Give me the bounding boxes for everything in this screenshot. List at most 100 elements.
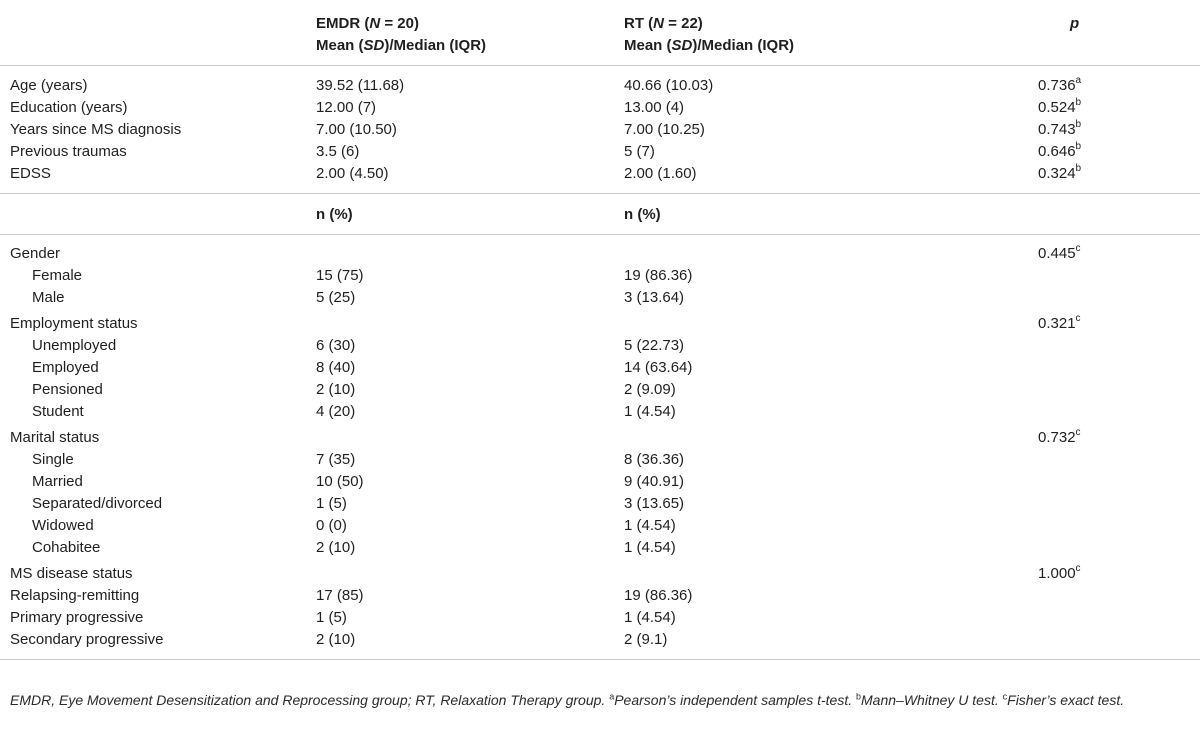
rt-value: 1 (4.54) bbox=[624, 609, 676, 626]
row-label: Widowed bbox=[32, 517, 94, 534]
row-label-cell: Widowed bbox=[0, 515, 316, 537]
p-empty bbox=[1036, 515, 1200, 537]
p-value: 0.743 bbox=[1038, 121, 1076, 138]
row-label: Education (years) bbox=[10, 99, 128, 116]
header-rt-line1: RT (N = 22) bbox=[624, 15, 703, 32]
group-label: Employment status bbox=[10, 315, 138, 332]
p-value-cell: 0.736a bbox=[1036, 66, 1200, 98]
p-value-superscript: a bbox=[1075, 75, 1082, 86]
row-label: Pensioned bbox=[32, 381, 103, 398]
group-emdr-empty bbox=[316, 563, 624, 585]
group-rt-empty bbox=[624, 563, 1036, 585]
p-value: 0.324 bbox=[1038, 165, 1076, 182]
p-empty bbox=[1036, 493, 1200, 515]
footnote-b-mark: b bbox=[856, 691, 862, 702]
rt-value: 7.00 (10.25) bbox=[624, 121, 705, 138]
row-label-cell: Pensioned bbox=[0, 379, 316, 401]
row-label-cell: Primary progressive bbox=[0, 607, 316, 629]
p-value-superscript: b bbox=[1075, 163, 1082, 174]
p-empty bbox=[1036, 401, 1200, 427]
table-row: Education (years) 12.00 (7) 13.00 (4) 0.524… bbox=[0, 97, 1200, 119]
table-row: Male 5 (25) 3 (13.64) bbox=[0, 287, 1200, 313]
p-value-superscript: b bbox=[1075, 97, 1082, 108]
p-value: 0.445 bbox=[1038, 245, 1076, 262]
emdr-value: 6 (30) bbox=[316, 337, 356, 354]
header-emdr-line1: EMDR (N = 20) bbox=[316, 15, 419, 32]
p-value-cell: 0.524b bbox=[1036, 97, 1200, 119]
row-label-cell: Cohabitee bbox=[0, 537, 316, 563]
table-row: Married 10 (50) 9 (40.91) bbox=[0, 471, 1200, 493]
p-value-cell: 0.321c bbox=[1036, 313, 1200, 335]
row-label-cell: Relapsing-remitting bbox=[0, 585, 316, 607]
header-p: p bbox=[1036, 4, 1200, 66]
row-label: Male bbox=[32, 289, 65, 306]
emdr-value: 15 (75) bbox=[316, 267, 364, 284]
group-row: Marital status 0.732c bbox=[0, 427, 1200, 449]
p-value-superscript: c bbox=[1075, 427, 1081, 438]
emdr-value: 2 (10) bbox=[316, 539, 356, 556]
p-empty bbox=[1036, 585, 1200, 607]
row-label: Primary progressive bbox=[10, 609, 144, 626]
continuous-section: Age (years) 39.52 (11.68) 40.66 (10.03) 0.7… bbox=[0, 66, 1200, 194]
rt-value: 3 (13.65) bbox=[624, 495, 685, 512]
p-value: 0.732 bbox=[1038, 429, 1076, 446]
p-value: 0.646 bbox=[1038, 143, 1076, 160]
emdr-value: 8 (40) bbox=[316, 359, 356, 376]
table-row: Age (years) 39.52 (11.68) 40.66 (10.03) 0.7… bbox=[0, 66, 1200, 98]
row-label: Previous traumas bbox=[10, 143, 127, 160]
row-label-cell: Student bbox=[0, 401, 316, 427]
emdr-value: 10 (50) bbox=[316, 473, 364, 490]
header-rt: RT (N = 22) Mean (SD)/Median (IQR) bbox=[624, 4, 1036, 66]
group-emdr-empty bbox=[316, 313, 624, 335]
table-row: Secondary progressive 2 (10) 2 (9.1) bbox=[0, 629, 1200, 660]
rt-value: 19 (86.36) bbox=[624, 587, 693, 604]
rt-value: 40.66 (10.03) bbox=[624, 77, 714, 94]
table-row: Single 7 (35) 8 (36.36) bbox=[0, 449, 1200, 471]
table-row: Employed 8 (40) 14 (63.64) bbox=[0, 357, 1200, 379]
emdr-value: 17 (85) bbox=[316, 587, 364, 604]
rt-value: 2 (9.09) bbox=[624, 381, 676, 398]
row-label: Relapsing-remitting bbox=[10, 587, 140, 604]
table-row: Cohabitee 2 (10) 1 (4.54) bbox=[0, 537, 1200, 563]
group-rt-empty bbox=[624, 427, 1036, 449]
row-label-cell: Secondary progressive bbox=[0, 629, 316, 660]
p-empty bbox=[1036, 379, 1200, 401]
rt-value: 1 (4.54) bbox=[624, 539, 676, 556]
row-label: Separated/divorced bbox=[32, 495, 163, 512]
emdr-value: 0 (0) bbox=[316, 517, 347, 534]
row-label-cell: Married bbox=[0, 471, 316, 493]
p-value-cell: 0.445c bbox=[1036, 235, 1200, 266]
row-label: Student bbox=[32, 403, 84, 420]
row-label-cell: Single bbox=[0, 449, 316, 471]
subheader-row: n (%) n (%) bbox=[0, 193, 1200, 235]
emdr-value: 12.00 (7) bbox=[316, 99, 377, 116]
p-empty bbox=[1036, 449, 1200, 471]
rt-value: 19 (86.36) bbox=[624, 267, 693, 284]
row-label: Secondary progressive bbox=[10, 631, 164, 648]
p-value-cell: 0.732c bbox=[1036, 427, 1200, 449]
header-rt-line2: Mean (SD)/Median (IQR) bbox=[624, 37, 795, 54]
group-label: Marital status bbox=[10, 429, 100, 446]
group-row: Gender 0.445c bbox=[0, 235, 1200, 266]
rt-value: 2 (9.1) bbox=[624, 629, 1036, 660]
rt-value: 1 (4.54) bbox=[624, 403, 676, 420]
p-empty bbox=[1036, 335, 1200, 357]
subheader-emdr: n (%) bbox=[316, 193, 624, 235]
categorical-section: Gender 0.445c Female 15 (75) 19 (86.36) Male 5… bbox=[0, 235, 1200, 660]
p-empty bbox=[1036, 471, 1200, 493]
p-empty bbox=[1036, 287, 1200, 313]
row-label-cell: Male bbox=[0, 287, 316, 313]
rt-value: 1 (4.54) bbox=[624, 517, 676, 534]
emdr-value: 2 (10) bbox=[316, 629, 624, 660]
group-label: MS disease status bbox=[10, 565, 133, 582]
p-value-superscript: b bbox=[1075, 119, 1082, 130]
demographics-table: EMDR (N = 20) Mean (SD)/Median (IQR) RT … bbox=[0, 4, 1200, 660]
p-value-cell: 0.324b bbox=[1036, 163, 1200, 194]
footnote-b-text: Mann–Whitney U test. bbox=[861, 692, 1003, 708]
header-emdr: EMDR (N = 20) Mean (SD)/Median (IQR) bbox=[316, 4, 624, 66]
table-row: Previous traumas 3.5 (6) 5 (7) 0.646b bbox=[0, 141, 1200, 163]
group-emdr-empty bbox=[316, 427, 624, 449]
rt-value: 5 (7) bbox=[624, 143, 655, 160]
p-empty bbox=[1036, 357, 1200, 379]
p-value-cell: 0.743b bbox=[1036, 119, 1200, 141]
